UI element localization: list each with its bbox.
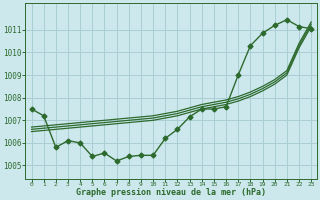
X-axis label: Graphe pression niveau de la mer (hPa): Graphe pression niveau de la mer (hPa) bbox=[76, 188, 266, 197]
